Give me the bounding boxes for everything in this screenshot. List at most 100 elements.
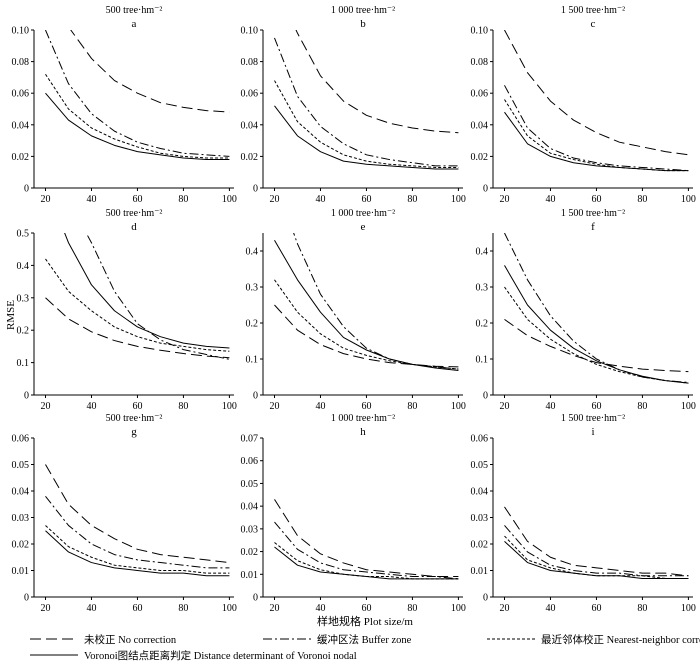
y-tick-label: 0.02	[471, 540, 489, 551]
legend-label: 未校正 No correction	[84, 633, 177, 646]
panel-title: 1 500 tree·hm⁻²	[561, 5, 625, 16]
y-tick-label: 0.06	[241, 456, 259, 467]
panel-title: 1 000 tree·hm⁻²	[331, 5, 395, 16]
x-tick-label: 100	[681, 401, 696, 412]
y-tick-label: 0.01	[241, 570, 259, 581]
series-line-buffer	[45, 495, 230, 569]
series-line-buffer	[504, 233, 689, 383]
series-line-voronoi	[274, 239, 459, 372]
y-tick-label: 0	[483, 593, 488, 604]
series-line-nn	[274, 279, 459, 370]
series-line-nn	[274, 542, 459, 580]
y-tick-label: 0.06	[241, 89, 259, 100]
panel-letter: g	[131, 426, 137, 438]
x-tick-label: 40	[315, 603, 325, 614]
panel-letter: b	[360, 18, 366, 30]
panel-title: 500 tree·hm⁻²	[106, 208, 163, 219]
series-line-voronoi	[274, 546, 459, 580]
series-line-none	[274, 499, 459, 578]
series-line-nn	[504, 99, 689, 172]
y-tick-label: 0	[253, 391, 258, 402]
x-tick-label: 80	[178, 401, 188, 412]
legend-label: 最近邻体校正 Nearest-neighbor correction	[541, 633, 700, 646]
y-tick-label: 0.06	[12, 89, 30, 100]
x-tick-label: 100	[222, 603, 237, 614]
x-tick-label: 60	[591, 194, 601, 205]
y-tick-label: 0	[253, 593, 258, 604]
x-tick-label: 80	[637, 603, 647, 614]
y-tick-label: 0.04	[471, 487, 489, 498]
series-line-nn	[45, 73, 230, 159]
y-tick-label: 0.02	[241, 547, 259, 558]
y-tick-label: 0.10	[471, 26, 489, 37]
y-axis-label: RMSE	[5, 300, 17, 330]
x-tick-label: 20	[269, 194, 279, 205]
series-line-none	[274, 304, 459, 368]
y-tick-label: 0.3	[17, 293, 30, 304]
x-tick-label: 100	[222, 194, 237, 205]
series-line-buffer	[274, 521, 459, 580]
panel-letter: a	[132, 18, 137, 30]
panel-h: 0 0.01 0.02 0.03 0.04 0.05 0.06 0.07 20 40 60 80 100…	[241, 413, 466, 614]
x-tick-label: 80	[637, 401, 647, 412]
y-tick-label: 0.03	[12, 513, 30, 524]
x-tick-label: 40	[545, 194, 555, 205]
x-tick-label: 20	[40, 401, 50, 412]
panel-title: 1 500 tree·hm⁻²	[561, 413, 625, 424]
panel-letter: e	[361, 221, 366, 233]
y-tick-label: 0.3	[246, 283, 259, 294]
x-tick-label: 40	[86, 603, 96, 614]
series-line-none	[504, 506, 689, 577]
series-line-buffer	[504, 85, 689, 172]
x-tick-label: 100	[451, 401, 466, 412]
series-line-voronoi	[504, 265, 689, 384]
series-line-voronoi	[45, 530, 230, 577]
x-tick-label: 40	[315, 401, 325, 412]
x-tick-label: 20	[40, 194, 50, 205]
y-tick-label: 0.07	[241, 434, 259, 445]
panel-letter: h	[360, 426, 366, 438]
series-line-nn	[45, 258, 230, 352]
series-line-voronoi	[274, 105, 459, 170]
panel-f: 0 0.1 0.2 0.3 0.4 20 40 60 80 100 1 500 tree·hm⁻² f	[476, 208, 696, 412]
series-line-none	[504, 318, 689, 373]
y-tick-label: 0.08	[241, 57, 259, 68]
panel-e: 0 0.1 0.2 0.3 0.4 20 40 60 80 100 1 000 tree·hm⁻² e	[246, 208, 466, 412]
x-tick-label: 80	[407, 603, 417, 614]
x-tick-label: 60	[132, 401, 142, 412]
y-tick-label: 0.02	[12, 152, 30, 163]
panel-letter: d	[131, 221, 137, 233]
panel-b: 0 0.02 0.04 0.06 0.08 0.10 20 40 60 80 100 1 000 tr…	[241, 5, 466, 205]
y-tick-label: 0.1	[17, 358, 30, 369]
x-axis-label: 样地规格 Plot size/m	[317, 614, 413, 628]
x-tick-label: 80	[407, 401, 417, 412]
y-tick-label: 0.5	[17, 229, 30, 240]
series-line-nn	[45, 525, 230, 574]
series-line-none	[295, 30, 459, 134]
x-tick-label: 60	[591, 401, 601, 412]
y-tick-label: 0.03	[241, 524, 259, 535]
legend-item-voronoi: Voronoi图结点距离判定 Distance determinant of V…	[30, 649, 357, 662]
series-line-nn	[274, 80, 459, 168]
x-tick-label: 80	[637, 194, 647, 205]
series-line-none	[504, 30, 689, 156]
y-tick-label: 0.3	[476, 283, 489, 294]
series-line-none	[45, 297, 230, 359]
y-tick-label: 0.2	[246, 319, 259, 330]
y-tick-label: 0.08	[471, 57, 489, 68]
x-tick-label: 80	[178, 603, 188, 614]
panel-letter: c	[591, 18, 596, 30]
panel-title: 1 000 tree·hm⁻²	[331, 413, 395, 424]
x-tick-label: 60	[591, 603, 601, 614]
legend-item-buffer: 缓冲区法 Buffer zone	[263, 633, 412, 646]
x-tick-label: 80	[407, 194, 417, 205]
y-tick-label: 0.08	[12, 57, 30, 68]
panel-title: 500 tree·hm⁻²	[106, 5, 163, 16]
y-tick-label: 0	[24, 593, 29, 604]
series-line-voronoi	[64, 233, 230, 349]
panel-title: 1 000 tree·hm⁻²	[331, 208, 395, 219]
panel-letter: f	[591, 221, 595, 233]
x-tick-label: 20	[40, 603, 50, 614]
y-tick-label: 0.02	[241, 152, 259, 163]
